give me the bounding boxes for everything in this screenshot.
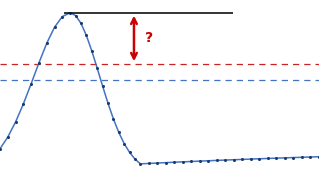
Text: ?: ? [145,31,153,45]
